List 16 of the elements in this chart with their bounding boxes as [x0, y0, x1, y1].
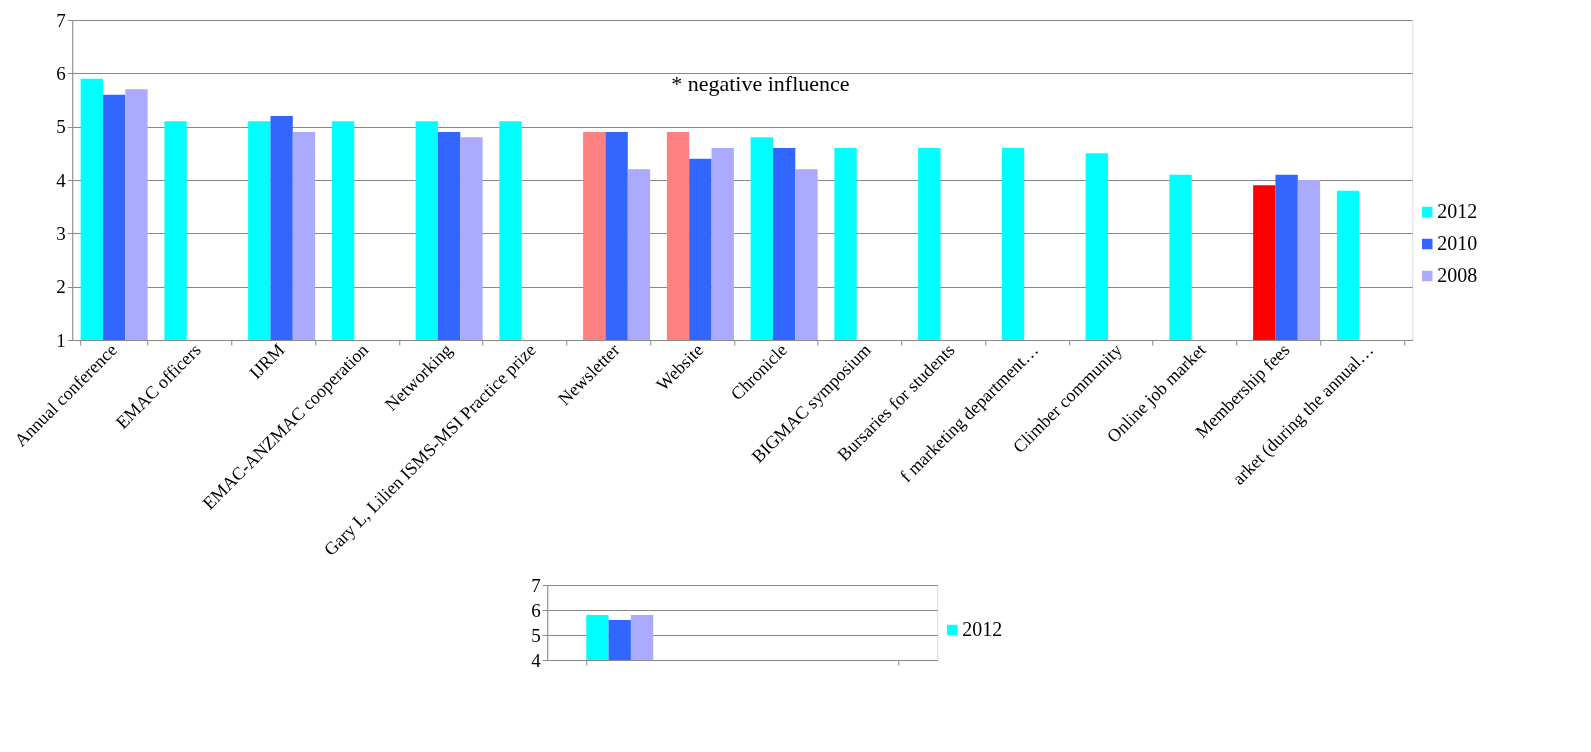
y-tick-label: 7: [531, 574, 541, 596]
y-tick-label: 5: [56, 116, 66, 138]
y-tick-label: 3: [56, 222, 66, 244]
y-tick-label: 1: [56, 329, 66, 351]
annotation: * negative influence: [671, 71, 850, 96]
y-tick-label: 6: [531, 599, 541, 621]
y-tick-label: 4: [56, 169, 67, 191]
legend-label: 2010: [1437, 232, 1478, 254]
y-tick-label: 2: [56, 276, 66, 298]
legend-label: 2008: [1437, 264, 1478, 286]
y-tick-label: 4: [531, 649, 542, 671]
y-tick-label: 7: [56, 9, 66, 31]
y-tick-label: 5: [531, 624, 541, 646]
legend-label: 2012: [962, 618, 1003, 640]
y-tick-label: 6: [56, 62, 66, 84]
legend-label: 2012: [1437, 200, 1478, 222]
